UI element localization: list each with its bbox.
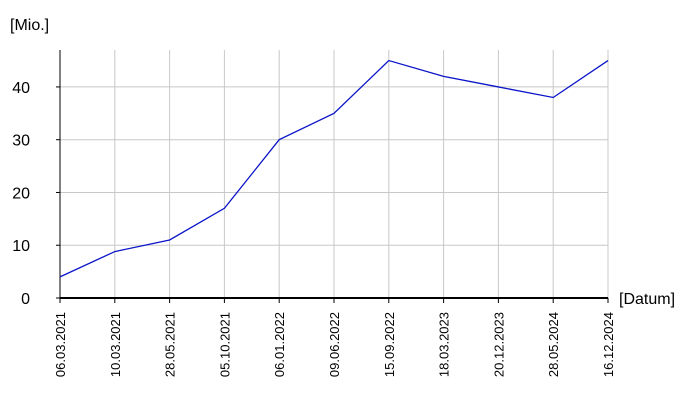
y-tick-label: 40	[12, 80, 30, 97]
x-tick-label: 10.03.2021	[108, 312, 123, 377]
x-axis-label: [Datum]	[619, 291, 675, 308]
y-tick-label: 0	[21, 291, 30, 308]
line-series	[59, 59, 609, 278]
x-tick-label: 05.10.2021	[217, 312, 232, 377]
x-tick-label: 28.05.2024	[546, 312, 561, 377]
x-tick-label: 16.12.2024	[601, 312, 616, 377]
x-tick-label: 09.06.2022	[327, 312, 342, 377]
x-tick-label: 06.01.2022	[272, 312, 287, 377]
y-tick-label: 10	[12, 238, 30, 255]
x-tick-label: 06.03.2021	[53, 312, 68, 377]
x-tick-label: 28.05.2021	[163, 312, 178, 377]
x-tick-label: 20.12.2023	[491, 312, 506, 377]
y-axis-label: [Mio.]	[10, 17, 49, 34]
y-tick-label: 30	[12, 133, 30, 150]
y-tick-label: 20	[12, 185, 30, 202]
x-tick-label: 18.03.2023	[437, 312, 452, 377]
x-tick-label: 15.09.2022	[382, 312, 397, 377]
